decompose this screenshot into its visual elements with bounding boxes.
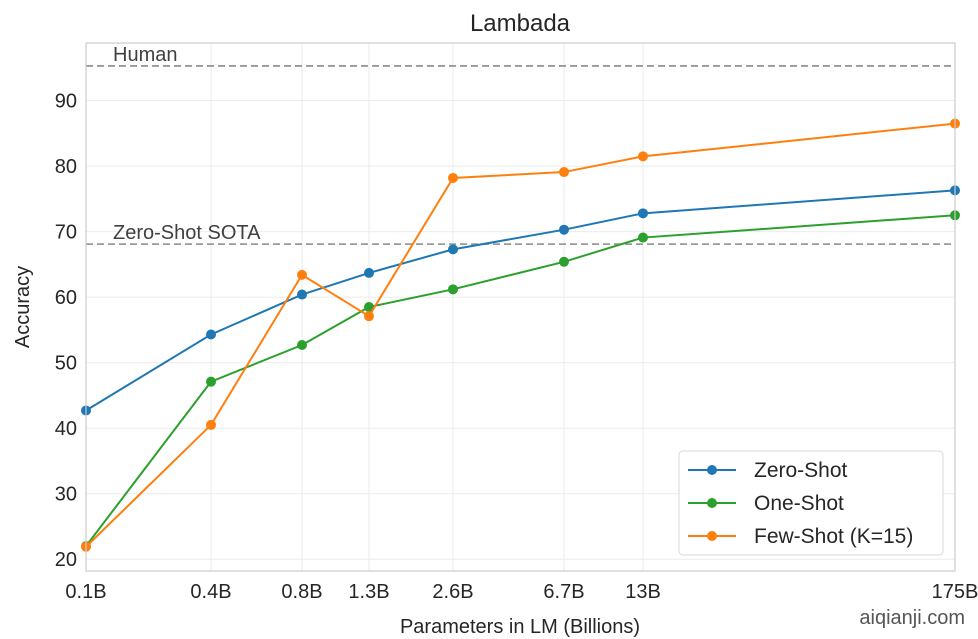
data-point [206,329,216,340]
legend-label: One-Shot [754,492,844,515]
x-tick-label: 1.3B [348,581,389,603]
watermark: aiqianji.com [859,607,965,629]
data-point [206,376,216,387]
y-tick-label: 90 [55,91,77,113]
legend-marker [707,465,717,475]
data-point [559,167,569,178]
reference-lines: Human Zero-Shot SOTA [86,44,955,246]
legend-box [678,450,944,556]
y-tick-label: 40 [55,418,77,440]
y-tick-label: 50 [55,353,77,375]
legend: Zero-Shot One-Shot Few-Shot (K=15) [678,450,944,556]
reference-line-label: Human [113,44,177,66]
x-tick-label: 2.6B [432,581,473,603]
legend-label: Zero-Shot [754,459,848,482]
x-tick-label: 175B [932,581,978,603]
data-point [638,151,648,162]
y-tick-label: 60 [55,287,77,309]
series-few-shot-k-15 [81,118,960,552]
x-tick-label: 13B [625,581,661,603]
chart-title: Lambada [470,10,571,37]
data-point [297,339,307,350]
plot-frame [85,42,956,572]
x-tick-label: 6.7B [543,581,584,603]
data-point [638,232,648,243]
data-point [364,311,374,322]
legend-marker [707,498,717,508]
legend-marker [707,531,717,541]
x-tick-label: 0.8B [281,581,322,603]
data-point [448,284,458,295]
series-line [85,214,956,547]
x-tick-label: 0.4B [190,581,231,603]
y-axis-label: Accuracy [12,266,34,348]
data-point [448,172,458,183]
data-point [206,419,216,430]
y-tick-label: 80 [55,156,77,178]
y-ticks: 20 30 40 50 60 70 80 90 [55,91,77,572]
y-tick-label: 30 [55,484,77,506]
data-point [638,208,648,219]
x-axis-label: Parameters in LM (Billions) [400,616,640,638]
x-ticks: 0.1B 0.4B 0.8B 1.3B 2.6B 6.7B 13B 175B [65,581,978,603]
reference-line-label: Zero-Shot SOTA [113,222,261,244]
data-point [559,224,569,235]
series-line [85,189,956,412]
data-point [364,267,374,278]
series-line [85,122,956,548]
data-point [297,289,307,300]
data-point [364,302,374,312]
data-point [448,244,458,255]
legend-label: Few-Shot (K=15) [754,525,913,548]
y-tick-label: 70 [55,222,77,244]
y-tick-label: 20 [55,549,77,571]
grid [85,43,956,571]
series-layer [81,118,960,552]
data-point [297,269,307,280]
x-tick-label: 0.1B [65,581,106,603]
data-point [559,256,569,267]
